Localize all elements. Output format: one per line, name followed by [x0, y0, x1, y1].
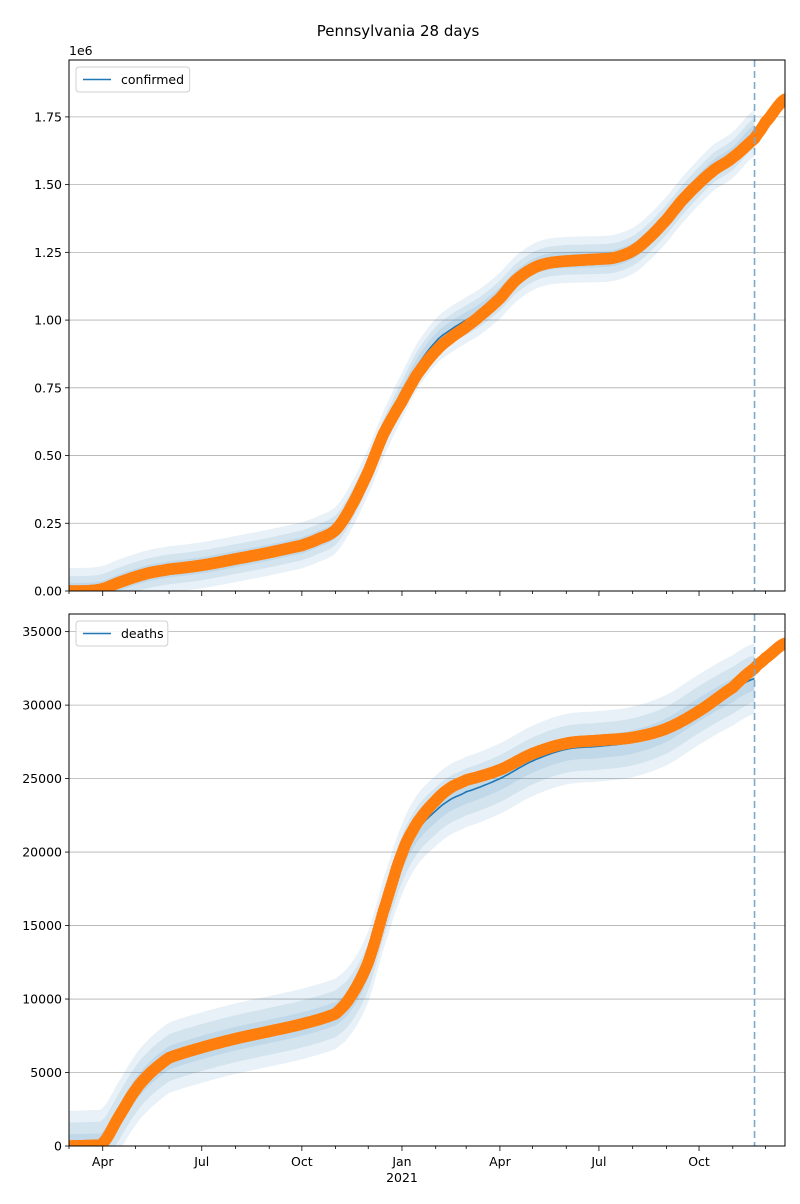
y-tick-label: 25000: [22, 771, 62, 786]
y-tick-label: 35000: [22, 624, 62, 639]
y-tick-label: 20000: [22, 845, 62, 860]
y-offset-label: 1e6: [69, 43, 93, 58]
legend: deaths: [75, 620, 169, 647]
y-tick-label: 5000: [30, 1065, 62, 1080]
y-tick-label: 0.25: [34, 516, 62, 531]
uncertainty-band: [69, 643, 755, 1146]
axes-frame: [68, 59, 786, 592]
y-tick-label: 10000: [22, 992, 62, 1007]
x-tick-label: Jul: [193, 1154, 209, 1169]
axes-frame: [68, 613, 786, 1147]
figure-title: Pennsylvania 28 days: [317, 22, 480, 40]
y-tick-label: 1.50: [34, 177, 62, 192]
uncertainty-band: [69, 666, 755, 1146]
x-tick-label: Jan: [391, 1154, 411, 1169]
legend-label: deaths: [121, 626, 164, 641]
y-tick-label: 30000: [22, 698, 62, 713]
uncertainty-band: [69, 655, 755, 1146]
confirmed-panel: 0.00 0.25 0.50 0.75 1.00 1.25 1.50 1.75 1e6 confi…: [34, 43, 786, 599]
y-tick-label: 0.75: [34, 380, 62, 395]
legend-label: confirmed: [121, 72, 184, 87]
x-tick-label: Apr: [489, 1154, 511, 1169]
y-tick-label: 0.50: [34, 448, 62, 463]
observed-point: [779, 93, 785, 106]
y-tick-label: 1.00: [34, 313, 62, 328]
x-tick-label: Jul: [590, 1154, 606, 1169]
y-tick-label: 1.75: [34, 109, 62, 124]
deaths-panel: 0 5000 10000 15000 20000 25000 30000 35000 Apr Ju…: [22, 613, 786, 1185]
y-tick-label: 0: [54, 1139, 62, 1154]
legend-box: [75, 66, 191, 93]
y-tick-label: 1.25: [34, 245, 62, 260]
plot-area: [69, 637, 785, 1146]
x-tick-label: Oct: [291, 1154, 313, 1169]
x-tick-label: Oct: [688, 1154, 710, 1169]
x-tick-label: Apr: [92, 1154, 114, 1169]
legend-box: [75, 620, 169, 647]
plot-area: [69, 93, 785, 591]
y-tick-label: 0.00: [34, 584, 62, 599]
y-tick-label: 15000: [22, 918, 62, 933]
x-year-label: 2021: [386, 1170, 418, 1185]
legend: confirmed: [75, 66, 191, 93]
uncertainty-band: [69, 110, 755, 591]
observed-point: [779, 637, 785, 650]
